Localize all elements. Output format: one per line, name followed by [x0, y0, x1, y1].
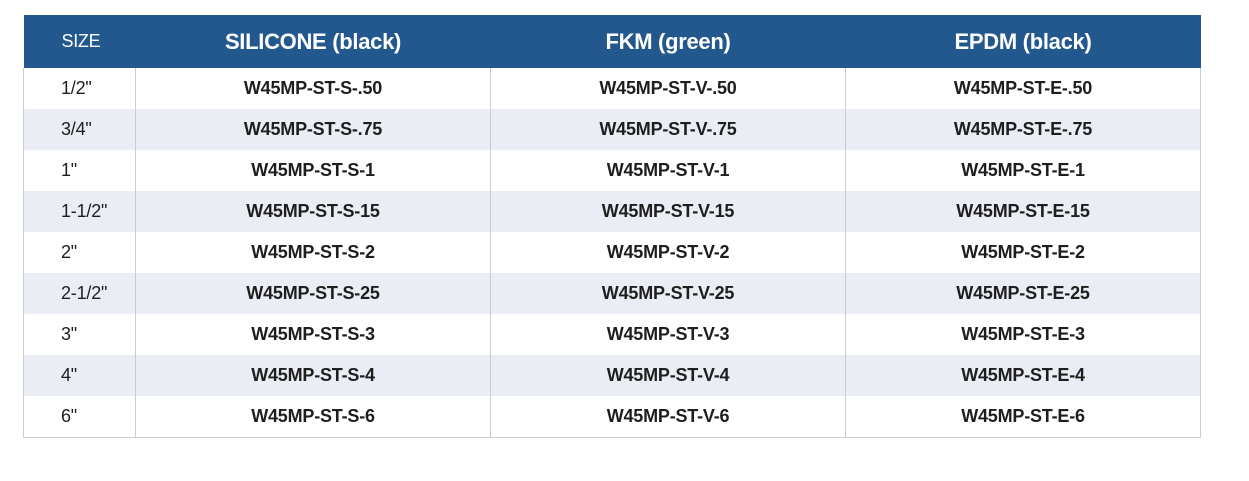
silicone-part-cell: W45MP-ST-S-3: [135, 314, 491, 355]
fkm-part-cell: W45MP-ST-V-1: [490, 150, 846, 191]
size-cell: 1": [23, 150, 136, 191]
silicone-part-cell: W45MP-ST-S-2: [135, 232, 491, 273]
epdm-part-cell: W45MP-ST-E-1: [845, 150, 1201, 191]
column-header-silicone: SILICONE (black): [135, 15, 491, 68]
table-row: 1-1/2" W45MP-ST-S-15 W45MP-ST-V-15 W45MP-ST…: [23, 191, 1201, 232]
fkm-part-cell: W45MP-ST-V-2: [490, 232, 846, 273]
table-row: 1" W45MP-ST-S-1 W45MP-ST-V-1 W45MP-ST-E-1: [23, 150, 1201, 191]
size-cell: 1-1/2": [23, 191, 136, 232]
fkm-part-cell: W45MP-ST-V-3: [490, 314, 846, 355]
silicone-part-cell: W45MP-ST-S-15: [135, 191, 491, 232]
table-row: 4" W45MP-ST-S-4 W45MP-ST-V-4 W45MP-ST-E-4: [23, 355, 1201, 396]
epdm-part-cell: W45MP-ST-E-15: [845, 191, 1201, 232]
part-number-table: SIZE SILICONE (black) FKM (green) EPDM (…: [23, 15, 1201, 438]
size-cell: 2-1/2": [23, 273, 136, 314]
epdm-part-cell: W45MP-ST-E-.50: [845, 68, 1201, 109]
fkm-part-cell: W45MP-ST-V-.50: [490, 68, 846, 109]
header-row: SIZE SILICONE (black) FKM (green) EPDM (…: [23, 15, 1201, 68]
size-cell: 3/4": [23, 109, 136, 150]
silicone-part-cell: W45MP-ST-S-.50: [135, 68, 491, 109]
size-cell: 1/2": [23, 68, 136, 109]
table-row: 6" W45MP-ST-S-6 W45MP-ST-V-6 W45MP-ST-E-6: [23, 396, 1201, 438]
silicone-part-cell: W45MP-ST-S-.75: [135, 109, 491, 150]
silicone-part-cell: W45MP-ST-S-25: [135, 273, 491, 314]
column-header-size: SIZE: [23, 15, 136, 68]
epdm-part-cell: W45MP-ST-E-25: [845, 273, 1201, 314]
fkm-part-cell: W45MP-ST-V-.75: [490, 109, 846, 150]
fkm-part-cell: W45MP-ST-V-6: [490, 396, 846, 438]
epdm-part-cell: W45MP-ST-E-6: [845, 396, 1201, 438]
silicone-part-cell: W45MP-ST-S-4: [135, 355, 491, 396]
epdm-part-cell: W45MP-ST-E-.75: [845, 109, 1201, 150]
fkm-part-cell: W45MP-ST-V-4: [490, 355, 846, 396]
size-cell: 3": [23, 314, 136, 355]
epdm-part-cell: W45MP-ST-E-2: [845, 232, 1201, 273]
size-cell: 4": [23, 355, 136, 396]
table-row: 3" W45MP-ST-S-3 W45MP-ST-V-3 W45MP-ST-E-3: [23, 314, 1201, 355]
epdm-part-cell: W45MP-ST-E-3: [845, 314, 1201, 355]
silicone-part-cell: W45MP-ST-S-1: [135, 150, 491, 191]
size-cell: 6": [23, 396, 136, 438]
table-row: 2-1/2" W45MP-ST-S-25 W45MP-ST-V-25 W45MP-ST…: [23, 273, 1201, 314]
size-cell: 2": [23, 232, 136, 273]
column-header-fkm: FKM (green): [490, 15, 846, 68]
silicone-part-cell: W45MP-ST-S-6: [135, 396, 491, 438]
table-row: 3/4" W45MP-ST-S-.75 W45MP-ST-V-.75 W45MP-ST…: [23, 109, 1201, 150]
fkm-part-cell: W45MP-ST-V-25: [490, 273, 846, 314]
table-body: 1/2" W45MP-ST-S-.50 W45MP-ST-V-.50 W45MP-ST…: [23, 68, 1201, 438]
column-header-epdm: EPDM (black): [845, 15, 1201, 68]
table-row: 2" W45MP-ST-S-2 W45MP-ST-V-2 W45MP-ST-E-2: [23, 232, 1201, 273]
table-row: 1/2" W45MP-ST-S-.50 W45MP-ST-V-.50 W45MP-ST…: [23, 68, 1201, 109]
fkm-part-cell: W45MP-ST-V-15: [490, 191, 846, 232]
epdm-part-cell: W45MP-ST-E-4: [845, 355, 1201, 396]
